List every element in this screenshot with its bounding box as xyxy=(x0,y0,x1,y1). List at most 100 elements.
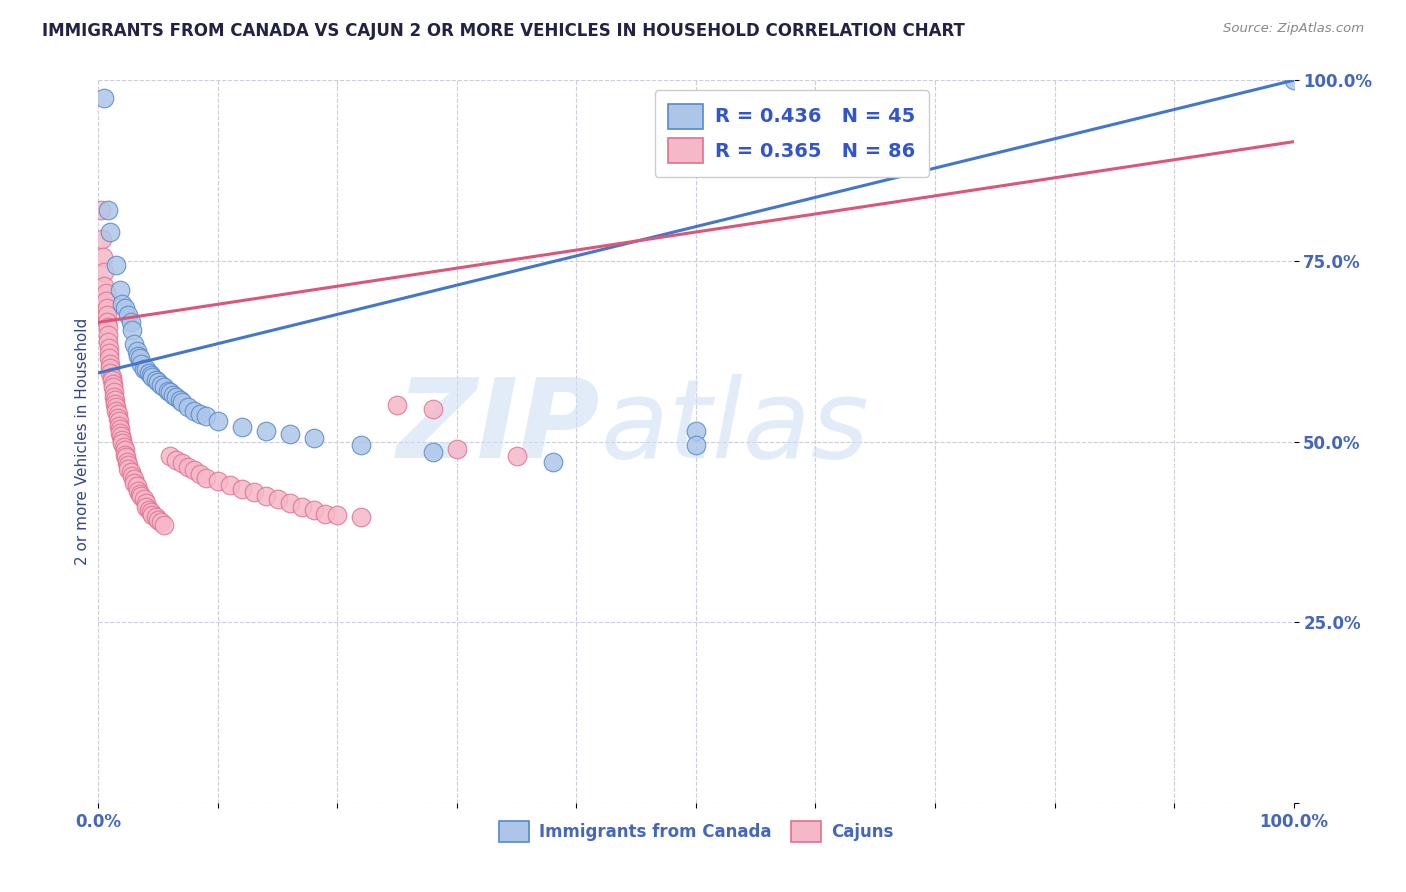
Point xyxy=(195,470,218,484)
Point xyxy=(104,397,127,411)
Point xyxy=(98,341,121,355)
Point xyxy=(350,438,373,452)
Point xyxy=(108,425,131,440)
Point xyxy=(94,293,117,308)
Point xyxy=(350,510,373,524)
Point xyxy=(103,390,125,404)
Point xyxy=(96,315,118,329)
Point xyxy=(91,250,114,264)
Point xyxy=(139,368,162,382)
Point xyxy=(153,517,176,532)
Point xyxy=(91,232,114,246)
Point xyxy=(172,394,194,409)
Point xyxy=(120,315,142,329)
Point xyxy=(141,369,163,384)
Point xyxy=(231,420,253,434)
Point xyxy=(422,402,444,417)
Point xyxy=(145,510,167,524)
Point xyxy=(135,362,157,376)
Point xyxy=(105,258,128,272)
Point xyxy=(107,411,129,425)
Point xyxy=(107,414,129,428)
Point xyxy=(159,449,181,463)
Point xyxy=(685,424,707,438)
Point xyxy=(291,500,314,514)
Point xyxy=(138,366,160,380)
Point xyxy=(103,385,125,400)
Point xyxy=(114,301,136,315)
Point xyxy=(108,421,131,435)
Point xyxy=(195,409,218,424)
Point xyxy=(121,469,143,483)
Point xyxy=(148,512,170,526)
Point xyxy=(94,286,117,301)
Point xyxy=(100,369,122,384)
Point xyxy=(148,376,170,390)
Point xyxy=(125,479,148,493)
Point xyxy=(107,418,129,433)
Point xyxy=(541,455,564,469)
Point xyxy=(97,327,120,342)
Point xyxy=(96,301,118,315)
Point xyxy=(153,380,176,394)
Point xyxy=(110,429,132,443)
Point xyxy=(93,91,115,105)
Point xyxy=(96,308,118,322)
Point xyxy=(93,265,115,279)
Point xyxy=(97,203,120,218)
Point xyxy=(132,362,155,376)
Point xyxy=(98,346,121,360)
Point xyxy=(115,455,138,469)
Point xyxy=(165,452,187,467)
Point xyxy=(129,486,152,500)
Point xyxy=(506,449,529,463)
Point xyxy=(315,507,337,521)
Point xyxy=(98,357,122,371)
Point xyxy=(111,436,134,450)
Point xyxy=(156,384,179,398)
Point xyxy=(111,297,134,311)
Point xyxy=(131,489,153,503)
Point xyxy=(98,225,122,239)
Point xyxy=(124,476,146,491)
Point xyxy=(101,376,124,391)
Point xyxy=(90,203,112,218)
Point xyxy=(127,483,149,498)
Point xyxy=(112,440,135,454)
Y-axis label: 2 or more Vehicles in Household: 2 or more Vehicles in Household xyxy=(75,318,90,566)
Point xyxy=(278,427,301,442)
Point xyxy=(243,485,266,500)
Point xyxy=(254,424,277,438)
Point xyxy=(97,334,120,349)
Text: Source: ZipAtlas.com: Source: ZipAtlas.com xyxy=(1223,22,1364,36)
Point xyxy=(219,478,242,492)
Point xyxy=(385,398,409,412)
Point xyxy=(105,400,128,414)
Point xyxy=(302,503,325,517)
Text: IMMIGRANTS FROM CANADA VS CAJUN 2 OR MORE VEHICLES IN HOUSEHOLD CORRELATION CHAR: IMMIGRANTS FROM CANADA VS CAJUN 2 OR MOR… xyxy=(42,22,965,40)
Point xyxy=(326,508,349,523)
Point xyxy=(107,407,129,421)
Point xyxy=(685,438,707,452)
Legend: Immigrants from Canada, Cajuns: Immigrants from Canada, Cajuns xyxy=(492,814,900,848)
Point xyxy=(97,320,120,334)
Point xyxy=(135,496,157,510)
Point xyxy=(1282,73,1305,87)
Point xyxy=(159,385,181,400)
Point xyxy=(104,392,127,407)
Point xyxy=(446,442,468,456)
Point xyxy=(108,283,131,297)
Point xyxy=(129,351,152,366)
Point xyxy=(422,445,444,459)
Point xyxy=(135,500,157,514)
Point xyxy=(267,492,290,507)
Point xyxy=(165,390,187,404)
Point xyxy=(183,404,205,418)
Point xyxy=(127,349,149,363)
Point xyxy=(117,462,139,476)
Point xyxy=(117,458,139,472)
Point xyxy=(132,492,155,507)
Text: atlas: atlas xyxy=(600,374,869,481)
Point xyxy=(188,467,211,481)
Point xyxy=(105,404,128,418)
